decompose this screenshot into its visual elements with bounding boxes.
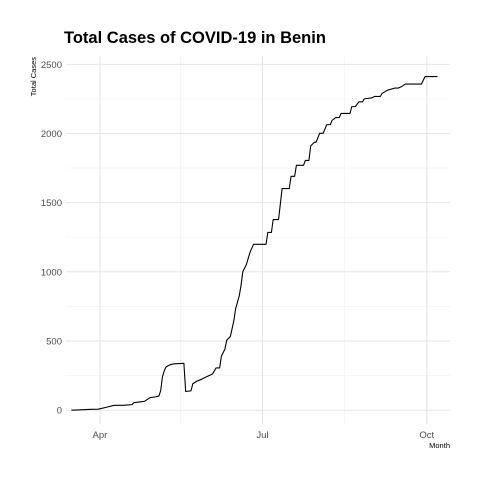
y-tick-label: 0 — [57, 406, 62, 417]
series-line — [71, 76, 438, 411]
tick-labels: 0 500 1000 1500 2000 2500 Apr Jul Oct — [41, 60, 435, 441]
y-tick-label: 500 — [46, 336, 62, 347]
series-layer — [71, 76, 438, 411]
y-tick-label: 2000 — [41, 129, 62, 140]
y-axis-title: Total Cases — [29, 57, 38, 96]
y-tick-label: 1000 — [41, 267, 62, 278]
x-axis-title: Month — [429, 441, 450, 450]
x-tick-label: Oct — [419, 430, 434, 441]
x-tick-label: Apr — [93, 430, 108, 441]
x-tick-label: Jul — [256, 430, 268, 441]
y-tick-label: 1500 — [41, 198, 62, 209]
chart-title: Total Cases of COVID-19 in Benin — [64, 29, 326, 47]
y-tick-label: 2500 — [41, 60, 62, 71]
grid-lines — [66, 56, 450, 424]
